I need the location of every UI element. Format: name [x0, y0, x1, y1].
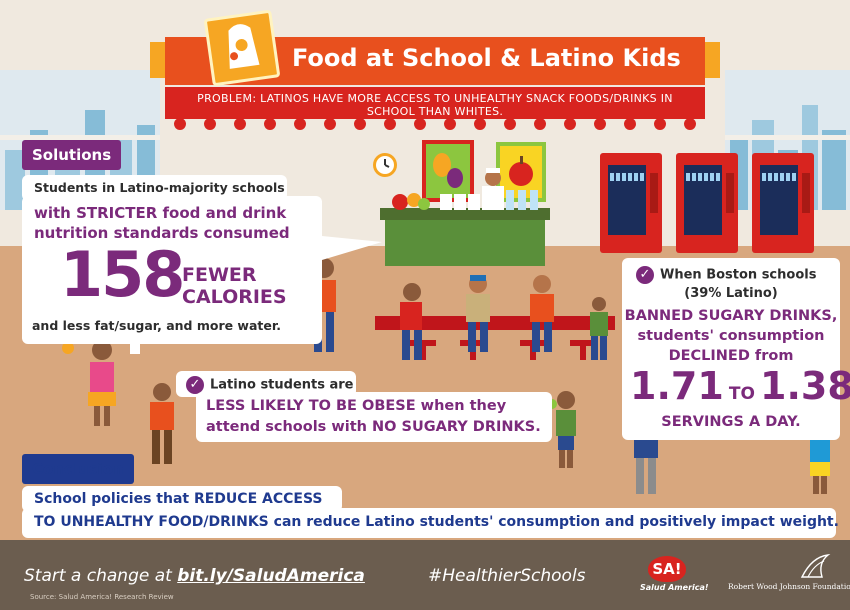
apron-logo-icon	[203, 9, 281, 87]
rwjf-logo-text: Robert Wood Johnson Foundation	[728, 582, 850, 591]
vegetable-poster-icon	[422, 140, 474, 202]
card1-line2: nutrition standards consumed	[34, 224, 290, 242]
call-to-action-text: Start a change at	[24, 566, 178, 586]
servings-from: 1.71	[630, 364, 724, 408]
kid-figure	[150, 383, 174, 464]
card2-line1: LESS LIKELY TO BE OBESE when they	[206, 398, 507, 414]
vending-machine-2	[676, 153, 738, 253]
cafeteria-table	[375, 316, 615, 330]
solution-card-3: ✓ When Boston schools (39% Latino) BANNED…	[622, 258, 850, 440]
fewer-label: FEWER	[182, 264, 257, 286]
conclusion-card: TO UNHEALTHY FOOD/DRINKS can reduce Lati…	[22, 508, 839, 538]
card2-head-row: ✓ Latino students are	[186, 376, 354, 394]
card1-tail: and less fat/sugar, and more water.	[32, 318, 281, 333]
kid-figure	[530, 275, 554, 352]
call-to-action: Start a change at bit.ly/SaludAmerica	[24, 566, 365, 586]
card3-line1: BANNED SUGARY DRINKS,	[624, 308, 838, 324]
clock-icon	[373, 153, 397, 177]
solution-card-2: LESS LIKELY TO BE OBESE when they attend…	[196, 392, 552, 442]
solutions-tab: Solutions	[22, 140, 122, 170]
card3-unit: SERVINGS A DAY.	[661, 414, 801, 430]
girl-figure	[62, 340, 140, 426]
girl-figure	[547, 391, 576, 468]
source-note: Source: Salud America! Research Review	[30, 593, 174, 601]
salud-america-logo: SA!	[648, 556, 686, 582]
card3-line2: students' consumption	[637, 328, 825, 344]
kid-figure	[400, 283, 422, 360]
card3-head-row: ✓ When Boston schools	[636, 266, 816, 284]
salud-america-logo-text: Salud America!	[640, 583, 709, 592]
card1-intro-text: Students in Latino-majority schools	[34, 180, 285, 195]
rwjf-flame-icon	[800, 553, 831, 578]
hashtag[interactable]: #HealthierSchools	[428, 566, 586, 586]
kid-figure	[466, 275, 490, 352]
servings-to: 1.38	[760, 364, 850, 408]
card3-head-text: When Boston schools	[660, 267, 817, 283]
conclusion-line2: TO UNHEALTHY FOOD/DRINKS can reduce Lati…	[34, 514, 839, 530]
servings-change: 1.71 TO 1.38	[630, 364, 850, 408]
vending-machine-3	[752, 153, 814, 253]
page-title: Food at School & Latino Kids	[292, 44, 681, 72]
problem-statement: PROBLEM: LATINOS HAVE MORE ACCESS TO UNH…	[197, 92, 673, 118]
check-icon: ✓	[636, 266, 654, 284]
card1-line1: with STRICTER food and drink	[34, 204, 287, 222]
card2-head-text: Latino students are	[210, 377, 354, 393]
calories-number: 158	[60, 238, 185, 311]
solution-card-1: with STRICTER food and drink nutrition s…	[22, 196, 322, 344]
servings-to-word: TO	[728, 384, 755, 404]
card3-head2: (39% Latino)	[684, 286, 778, 301]
card2-line2: attend schools with NO SUGARY DRINKS.	[206, 419, 541, 435]
lunch-counter	[385, 218, 545, 266]
food-items-icon	[392, 190, 538, 210]
vending-machine-1	[600, 153, 662, 253]
conclusion-card-top: School policies that REDUCE ACCESS	[22, 486, 342, 512]
card3-line3: DECLINED from	[668, 348, 794, 364]
counter-top	[380, 208, 550, 220]
kid-figure	[590, 297, 608, 360]
lunch-lady-figure	[482, 168, 504, 210]
calories-label: CALORIES	[182, 286, 287, 308]
card1-pointer	[322, 236, 382, 260]
conclusion-tab: Conclusion	[22, 454, 134, 484]
salud-america-link[interactable]: bit.ly/SaludAmerica	[177, 566, 365, 586]
footer-band	[0, 540, 850, 610]
check-icon: ✓	[186, 376, 204, 394]
conclusion-line1: School policies that REDUCE ACCESS	[34, 491, 323, 507]
